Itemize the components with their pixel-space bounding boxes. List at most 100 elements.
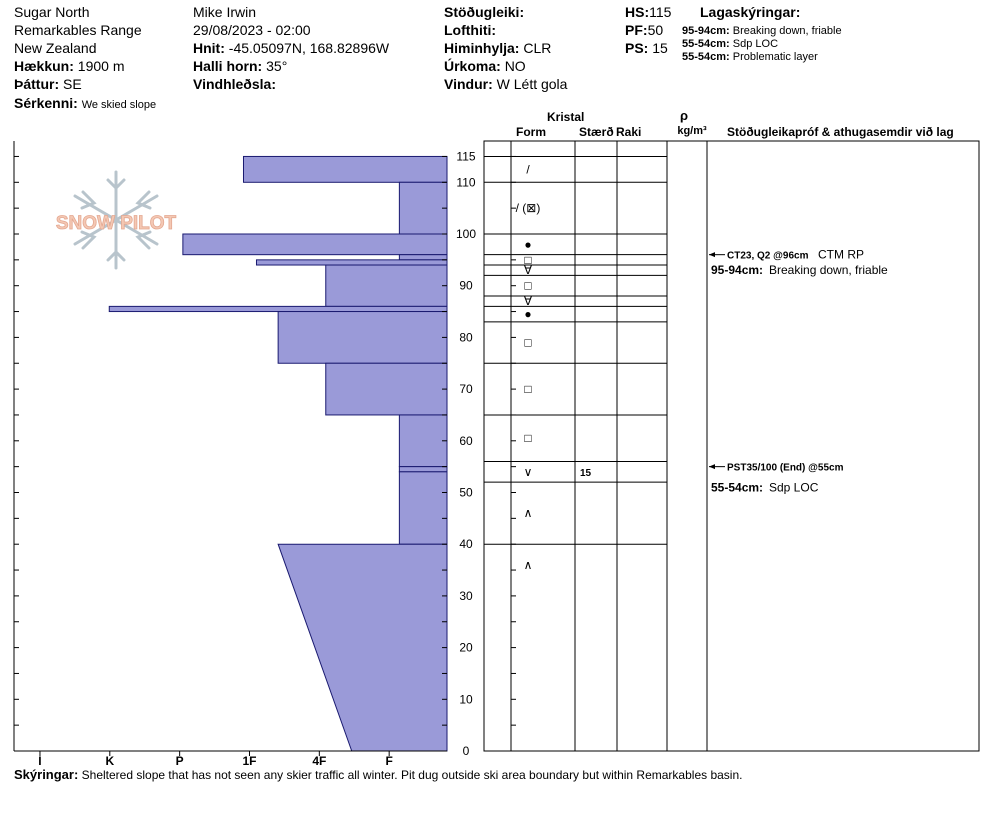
legend-item: 95-94cm: Breaking down, friable xyxy=(682,25,842,37)
grain-form: □ xyxy=(524,253,531,267)
col-size: Stærð xyxy=(579,125,614,139)
aspect-label: Þáttur: xyxy=(14,76,60,92)
hardness-bar xyxy=(182,233,448,256)
range-name: Remarkables Range xyxy=(14,22,142,38)
coords-label: Hnit: xyxy=(193,40,225,56)
grain-form: ∧ xyxy=(524,558,533,572)
feature-value: We skied slope xyxy=(81,99,157,111)
hardness-bar xyxy=(398,181,448,235)
depth-tick-label: 90 xyxy=(459,279,473,293)
hardness-bar xyxy=(277,311,448,364)
wind-label: Vindur: xyxy=(444,76,493,92)
air-temp-row: Lofthiti: xyxy=(444,21,496,39)
footer-notes: Skýringar: Sheltered slope that has not … xyxy=(14,767,742,782)
test-result: CTM RP xyxy=(818,248,864,262)
hardness-bar xyxy=(242,155,448,183)
sky-value: CLR xyxy=(523,40,552,56)
comment-text: Breaking down, friable xyxy=(769,263,888,277)
grain-form: ● xyxy=(524,237,531,251)
stability-label: Stöðugleiki: xyxy=(444,4,525,20)
depth-tick-label: 115 xyxy=(456,149,475,163)
depth-tick-label: 20 xyxy=(459,641,473,655)
sky-label: Himinhylja: xyxy=(444,40,520,56)
comment-range: 95-94cm: xyxy=(711,263,763,277)
feature-row: Sérkenni: We skied slope xyxy=(14,94,156,112)
snowpilot-logo: SNOW PILOT xyxy=(55,170,177,270)
test-code: CT23, Q2 @96cm xyxy=(727,251,809,262)
air-temp-label: Lofthiti: xyxy=(444,22,497,38)
hs-value: 115 xyxy=(649,4,672,20)
slope-value: 35° xyxy=(266,58,288,74)
coords-value: -45.05097N, 168.82896W xyxy=(228,40,390,56)
ps-label: PS: xyxy=(625,40,649,56)
observer-name: Mike Irwin xyxy=(193,4,257,20)
depth-tick-label: 40 xyxy=(459,537,473,551)
grain-form: ∀ xyxy=(524,294,533,308)
pf-value: 50 xyxy=(647,22,664,38)
depth-tick-label: 50 xyxy=(459,486,473,500)
precip-label: Úrkoma: xyxy=(444,58,501,74)
observation-datetime: 29/08/2023 - 02:00 xyxy=(193,22,311,38)
col-moisture: Raki xyxy=(616,125,641,139)
wind-loading-label: Vindhleðsla: xyxy=(193,76,276,92)
elevation-row: Hækkun: 1900 m xyxy=(14,57,125,75)
legend-item: 55-54cm: Sdp LOC xyxy=(682,38,778,50)
legend-title: Lagaskýringar: xyxy=(700,3,800,21)
test-arrow-head xyxy=(709,464,715,470)
depth-axis: I K P 1F 4F F 0 10 20 30 40 50 60 70 80 90 100 110 115 xyxy=(13,141,476,768)
wind-loading-row: Vindhleðsla: xyxy=(193,75,276,93)
grain-form: ∧ xyxy=(524,506,533,520)
hs-label: HS: xyxy=(625,4,650,20)
location-name: Sugar North xyxy=(14,4,90,20)
precip-row: Úrkoma: NO xyxy=(444,57,526,75)
grain-form: □ xyxy=(524,279,531,293)
slope-row: Halli horn: 35° xyxy=(193,57,287,75)
legend-text: Breaking down, friable xyxy=(732,25,842,37)
elevation-label: Hækkun: xyxy=(14,58,74,74)
test-arrow-head xyxy=(709,252,715,258)
grain-form: □ xyxy=(524,382,531,396)
hardness-profile xyxy=(108,155,448,752)
pf-label: PF: xyxy=(625,22,648,38)
wind-value: W Létt gola xyxy=(496,76,568,92)
footer-label: Skýringar: xyxy=(14,767,79,782)
aspect-value: SE xyxy=(63,76,82,92)
depth-tick-label: 100 xyxy=(456,227,476,241)
precip-value: NO xyxy=(504,58,526,74)
col-form: Form xyxy=(516,125,546,139)
aspect-row: Þáttur: SE xyxy=(14,75,82,93)
feature-label: Sérkenni: xyxy=(14,95,78,111)
col-crystal: Kristal xyxy=(547,110,584,124)
hardness-tick-label: K xyxy=(105,754,114,768)
hardness-bar xyxy=(398,466,448,473)
hs-row: HS:115 xyxy=(625,3,671,21)
comment-text: Sdp LOC xyxy=(769,480,819,494)
stability-row: Stöðugleiki: xyxy=(444,3,524,21)
legend-range: 55-54cm: xyxy=(682,38,730,50)
hardness-tick-label: 1F xyxy=(242,754,256,768)
table-frame xyxy=(483,140,980,752)
depth-tick-label: 60 xyxy=(459,434,473,448)
hardness-tick-label: I xyxy=(38,754,41,768)
grain-form: / xyxy=(526,162,530,176)
test-code: PST35/100 (End) @55cm xyxy=(727,463,844,474)
slope-label: Halli horn: xyxy=(193,58,263,74)
hardness-bar xyxy=(325,362,448,416)
depth-tick-label: 70 xyxy=(459,382,473,396)
elevation-value: 1900 m xyxy=(77,58,125,74)
hardness-bar xyxy=(398,471,448,545)
grain-form: ∀ xyxy=(524,263,533,277)
legend-item: 55-54cm: Problematic layer xyxy=(682,51,818,63)
legend-text: Sdp LOC xyxy=(732,38,779,50)
comment-range: 55-54cm: xyxy=(711,480,763,494)
grain-form: □ xyxy=(524,431,531,445)
hardness-bar xyxy=(277,543,448,752)
hardness-tick-label: F xyxy=(385,754,392,768)
ps-value: 15 xyxy=(652,40,668,56)
depth-tick-label: 110 xyxy=(456,175,475,189)
legend-text: Problematic layer xyxy=(732,51,818,63)
ps-row: PS: 15 xyxy=(625,39,668,57)
grain-form: □ xyxy=(524,336,531,350)
footer-text: Sheltered slope that has not seen any sk… xyxy=(81,768,743,782)
legend-range: 55-54cm: xyxy=(682,51,730,63)
